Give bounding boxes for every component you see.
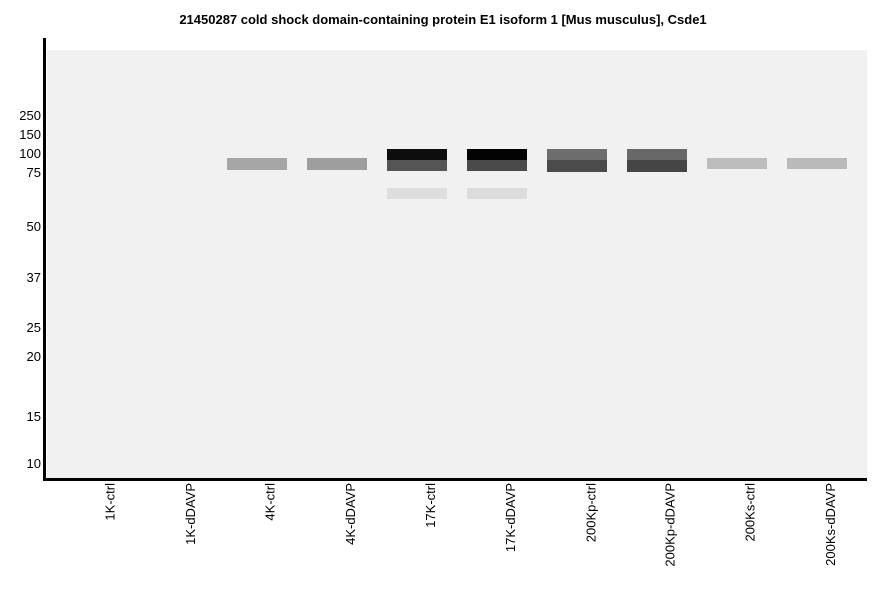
gel-band-200Kp-ctrl <box>547 160 607 172</box>
x-lane-label-200Kp-dDAVP: 200Kp-dDAVP <box>663 483 678 567</box>
gel-band-17K-dDAVP <box>467 160 527 171</box>
y-tick-label-250kda: 250 <box>19 108 41 123</box>
x-lane-label-4K-ctrl: 4K-ctrl <box>263 483 278 521</box>
x-lane-label-200Ks-dDAVP: 200Ks-dDAVP <box>823 483 838 566</box>
x-lane-label-17K-dDAVP: 17K-dDAVP <box>503 483 518 553</box>
gel-band-17K-dDAVP <box>467 149 527 160</box>
x-lane-label-4K-dDAVP: 4K-dDAVP <box>343 483 358 545</box>
gel-band-17K-ctrl <box>387 149 447 160</box>
y-tick-label-15kda: 15 <box>26 409 41 424</box>
x-lane-label-1K-ctrl: 1K-ctrl <box>103 483 118 521</box>
gel-band-200Kp-ctrl <box>547 149 607 160</box>
x-lane-label-17K-ctrl: 17K-ctrl <box>423 483 438 528</box>
gel-band-4K-dDAVP <box>307 158 367 170</box>
y-axis-line <box>43 38 46 481</box>
y-tick-label-75kda: 75 <box>26 165 41 180</box>
y-tick-label-37kda: 37 <box>26 270 41 285</box>
gel-band-200Kp-dDAVP <box>627 149 687 160</box>
y-tick-label-10kda: 10 <box>26 456 41 471</box>
x-axis-line <box>43 478 867 481</box>
x-lane-label-200Ks-ctrl: 200Ks-ctrl <box>743 483 758 542</box>
y-tick-label-50kda: 50 <box>26 219 41 234</box>
gel-band-17K-ctrl <box>387 160 447 171</box>
x-lane-label-200Kp-ctrl: 200Kp-ctrl <box>583 483 598 543</box>
gel-band-17K-dDAVP <box>467 188 527 199</box>
gel-band-17K-ctrl <box>387 188 447 199</box>
x-lane-label-1K-dDAVP: 1K-dDAVP <box>183 483 198 545</box>
y-tick-label-150kda: 150 <box>19 127 41 142</box>
chart-title: 21450287 cold shock domain-containing pr… <box>179 12 707 27</box>
plot-area <box>47 50 867 478</box>
y-tick-label-100kda: 100 <box>19 146 41 161</box>
gel-band-4K-ctrl <box>227 158 287 170</box>
gel-band-200Kp-dDAVP <box>627 160 687 172</box>
gel-band-200Ks-dDAVP <box>787 158 847 169</box>
y-tick-label-20kda: 20 <box>26 349 41 364</box>
gel-band-200Ks-ctrl <box>707 158 767 169</box>
y-tick-label-25kda: 25 <box>26 320 41 335</box>
